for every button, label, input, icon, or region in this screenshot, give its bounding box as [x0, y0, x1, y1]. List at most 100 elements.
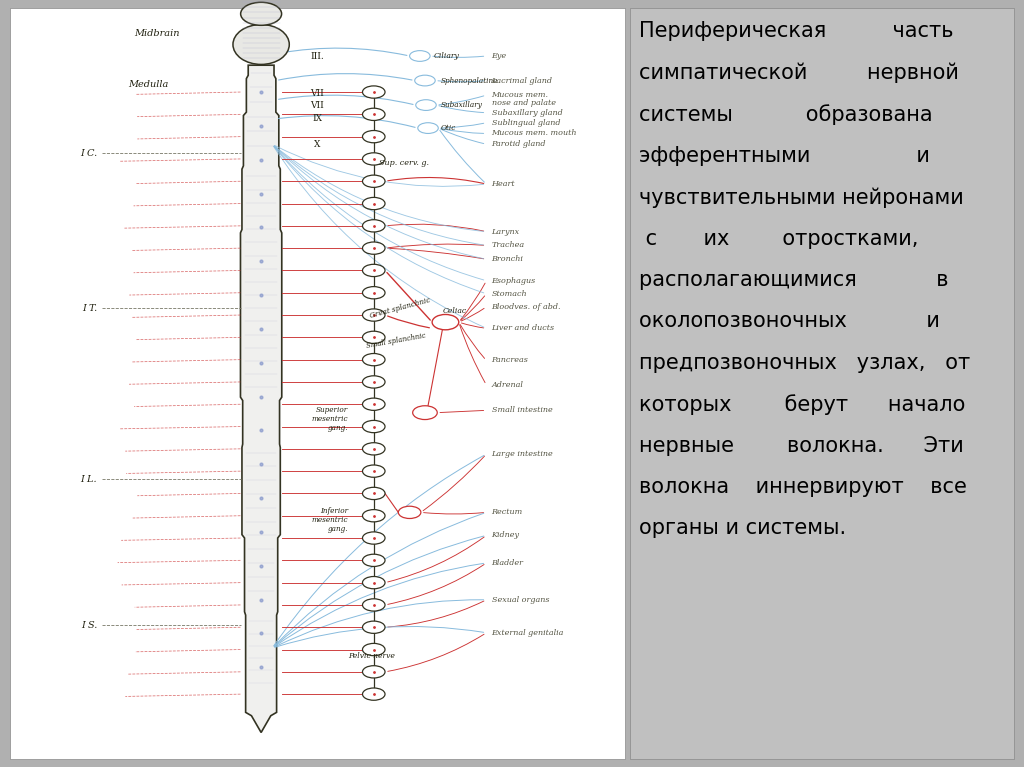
Ellipse shape: [233, 25, 290, 64]
Ellipse shape: [416, 100, 436, 110]
Text: Eye: Eye: [492, 52, 507, 60]
Text: которых        берут      начало: которых берут начало: [639, 394, 966, 415]
Text: Trachea: Trachea: [492, 242, 524, 249]
Text: Superior
mesentric
gang.: Superior mesentric gang.: [311, 406, 348, 432]
Text: Small intestine: Small intestine: [492, 407, 552, 414]
Text: Stomach: Stomach: [492, 290, 527, 298]
Text: I C.: I C.: [80, 149, 97, 158]
Text: Midbrain: Midbrain: [134, 29, 179, 38]
Text: Bloodves. of abd.: Bloodves. of abd.: [492, 303, 561, 311]
Text: External genitalia: External genitalia: [492, 629, 564, 637]
Ellipse shape: [362, 287, 385, 299]
Text: III.: III.: [310, 52, 325, 61]
Ellipse shape: [362, 309, 385, 321]
Text: органы и системы.: органы и системы.: [639, 518, 846, 538]
Text: Great splanchnic: Great splanchnic: [369, 296, 431, 321]
Text: Inferior
mesentric
gang.: Inferior mesentric gang.: [311, 507, 348, 533]
Ellipse shape: [413, 406, 437, 420]
Text: Heart: Heart: [492, 180, 515, 188]
Text: Medulla: Medulla: [129, 80, 169, 89]
Text: эфферентными                и: эфферентными и: [639, 146, 930, 166]
Text: Subaxillary gland: Subaxillary gland: [492, 109, 562, 117]
Text: Pelvic nerve: Pelvic nerve: [348, 652, 395, 660]
Text: Rectum: Rectum: [492, 509, 523, 516]
Ellipse shape: [432, 314, 459, 330]
Text: Adrenal: Adrenal: [492, 381, 523, 389]
Text: волокна    иннервируют    все: волокна иннервируют все: [639, 477, 967, 497]
Text: Sublingual gland: Sublingual gland: [492, 119, 560, 127]
Text: Периферическая          часть: Периферическая часть: [639, 21, 953, 41]
Text: I S.: I S.: [81, 621, 97, 630]
Text: Liver and ducts: Liver and ducts: [492, 324, 555, 332]
Text: предпозвоночных   узлах,   от: предпозвоночных узлах, от: [639, 353, 970, 373]
Ellipse shape: [362, 420, 385, 433]
Text: Lacrimal gland: Lacrimal gland: [492, 77, 553, 84]
Text: Larynx: Larynx: [492, 228, 519, 235]
Text: Bladder: Bladder: [492, 559, 523, 567]
Text: системы           образована: системы образована: [639, 104, 933, 125]
Text: симпатической         нервной: симпатической нервной: [639, 63, 958, 84]
Ellipse shape: [362, 465, 385, 477]
Ellipse shape: [410, 51, 430, 61]
Ellipse shape: [241, 2, 282, 25]
Text: Otic: Otic: [440, 124, 456, 132]
Text: VII: VII: [310, 101, 325, 110]
Text: nose and palate: nose and palate: [492, 99, 555, 107]
Text: Mucous mem.: Mucous mem.: [492, 91, 549, 99]
Text: располагающимися            в: располагающимися в: [639, 270, 948, 290]
Ellipse shape: [362, 509, 385, 522]
Text: VII: VII: [310, 89, 325, 98]
Text: I L.: I L.: [81, 475, 97, 484]
Text: Small splanchnic: Small splanchnic: [366, 332, 426, 351]
Ellipse shape: [362, 354, 385, 366]
Ellipse shape: [362, 376, 385, 388]
Text: IX: IX: [312, 114, 323, 123]
Text: чувствительными нейронами: чувствительными нейронами: [639, 187, 964, 208]
Ellipse shape: [362, 532, 385, 544]
Ellipse shape: [362, 265, 385, 277]
Text: околопозвоночных            и: околопозвоночных и: [639, 311, 940, 331]
Bar: [10, 8, 625, 759]
Ellipse shape: [362, 219, 385, 232]
Bar: [630, 8, 1014, 759]
Ellipse shape: [362, 621, 385, 634]
Ellipse shape: [362, 644, 385, 656]
Ellipse shape: [362, 130, 385, 143]
Text: Mucous mem. mouth: Mucous mem. mouth: [492, 130, 577, 137]
Ellipse shape: [398, 506, 421, 518]
Ellipse shape: [362, 242, 385, 255]
Text: Sexual organs: Sexual organs: [492, 596, 549, 604]
Ellipse shape: [362, 197, 385, 209]
Ellipse shape: [418, 123, 438, 133]
Ellipse shape: [362, 666, 385, 678]
Text: Large intestine: Large intestine: [492, 450, 553, 458]
Text: с       их        отростками,: с их отростками,: [639, 229, 919, 249]
Ellipse shape: [362, 555, 385, 567]
Ellipse shape: [362, 108, 385, 120]
Ellipse shape: [362, 688, 385, 700]
Text: Subaxillary: Subaxillary: [440, 101, 482, 109]
Text: Kidney: Kidney: [492, 532, 519, 539]
Ellipse shape: [362, 443, 385, 455]
Text: Ciliary: Ciliary: [434, 52, 460, 60]
Ellipse shape: [362, 599, 385, 611]
Ellipse shape: [362, 153, 385, 165]
Text: Sup. cerv. g.: Sup. cerv. g.: [379, 160, 429, 167]
Text: X: X: [314, 140, 321, 149]
Text: Esophagus: Esophagus: [492, 277, 536, 285]
Ellipse shape: [415, 75, 435, 86]
Text: нервные        волокна.      Эти: нервные волокна. Эти: [639, 436, 964, 456]
Text: I T.: I T.: [82, 304, 97, 313]
Ellipse shape: [362, 331, 385, 344]
Text: Celiac: Celiac: [442, 308, 467, 315]
Text: Bronchi: Bronchi: [492, 255, 523, 263]
Text: Pancreas: Pancreas: [492, 357, 528, 364]
Ellipse shape: [362, 175, 385, 187]
Ellipse shape: [362, 487, 385, 499]
Polygon shape: [241, 65, 282, 732]
Text: Sphenopalatine: Sphenopalatine: [440, 77, 498, 84]
Text: Parotid gland: Parotid gland: [492, 140, 546, 148]
Ellipse shape: [362, 398, 385, 410]
Ellipse shape: [362, 577, 385, 589]
Ellipse shape: [362, 86, 385, 98]
